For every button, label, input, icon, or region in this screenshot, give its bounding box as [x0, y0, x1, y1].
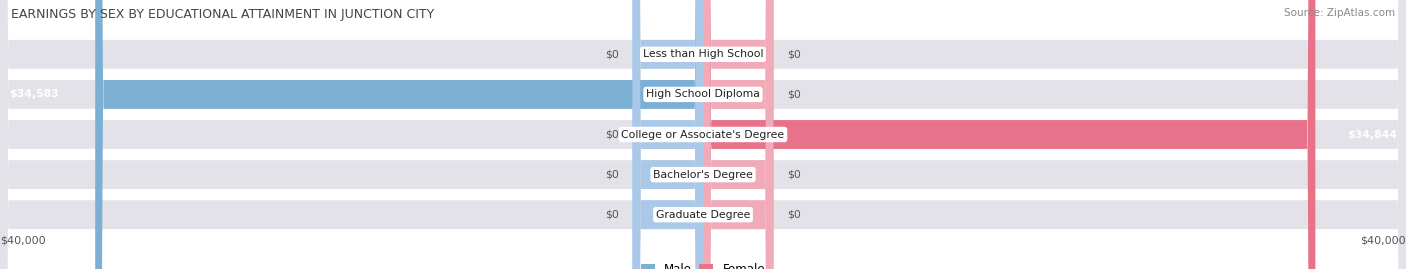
Text: $0: $0: [787, 210, 801, 220]
FancyBboxPatch shape: [633, 0, 703, 269]
Text: Less than High School: Less than High School: [643, 49, 763, 59]
Text: $40,000: $40,000: [1361, 236, 1406, 246]
Text: High School Diploma: High School Diploma: [647, 89, 759, 100]
Text: $34,583: $34,583: [8, 89, 59, 100]
FancyBboxPatch shape: [633, 0, 703, 269]
FancyBboxPatch shape: [703, 0, 773, 269]
Text: $0: $0: [787, 89, 801, 100]
FancyBboxPatch shape: [96, 0, 703, 269]
Text: $0: $0: [787, 49, 801, 59]
Text: $0: $0: [605, 169, 619, 180]
FancyBboxPatch shape: [703, 0, 773, 269]
Text: Bachelor's Degree: Bachelor's Degree: [652, 169, 754, 180]
Text: Graduate Degree: Graduate Degree: [655, 210, 751, 220]
Text: $34,844: $34,844: [1347, 129, 1398, 140]
Text: $0: $0: [787, 169, 801, 180]
FancyBboxPatch shape: [703, 0, 773, 269]
Text: $0: $0: [605, 129, 619, 140]
FancyBboxPatch shape: [633, 0, 703, 269]
Text: $0: $0: [605, 49, 619, 59]
Text: $0: $0: [605, 210, 619, 220]
Text: Source: ZipAtlas.com: Source: ZipAtlas.com: [1284, 8, 1395, 18]
FancyBboxPatch shape: [703, 0, 1316, 269]
FancyBboxPatch shape: [703, 0, 773, 269]
Text: $40,000: $40,000: [0, 236, 45, 246]
Legend: Male, Female: Male, Female: [641, 263, 765, 269]
FancyBboxPatch shape: [633, 0, 703, 269]
Text: EARNINGS BY SEX BY EDUCATIONAL ATTAINMENT IN JUNCTION CITY: EARNINGS BY SEX BY EDUCATIONAL ATTAINMEN…: [11, 8, 434, 21]
Text: College or Associate's Degree: College or Associate's Degree: [621, 129, 785, 140]
